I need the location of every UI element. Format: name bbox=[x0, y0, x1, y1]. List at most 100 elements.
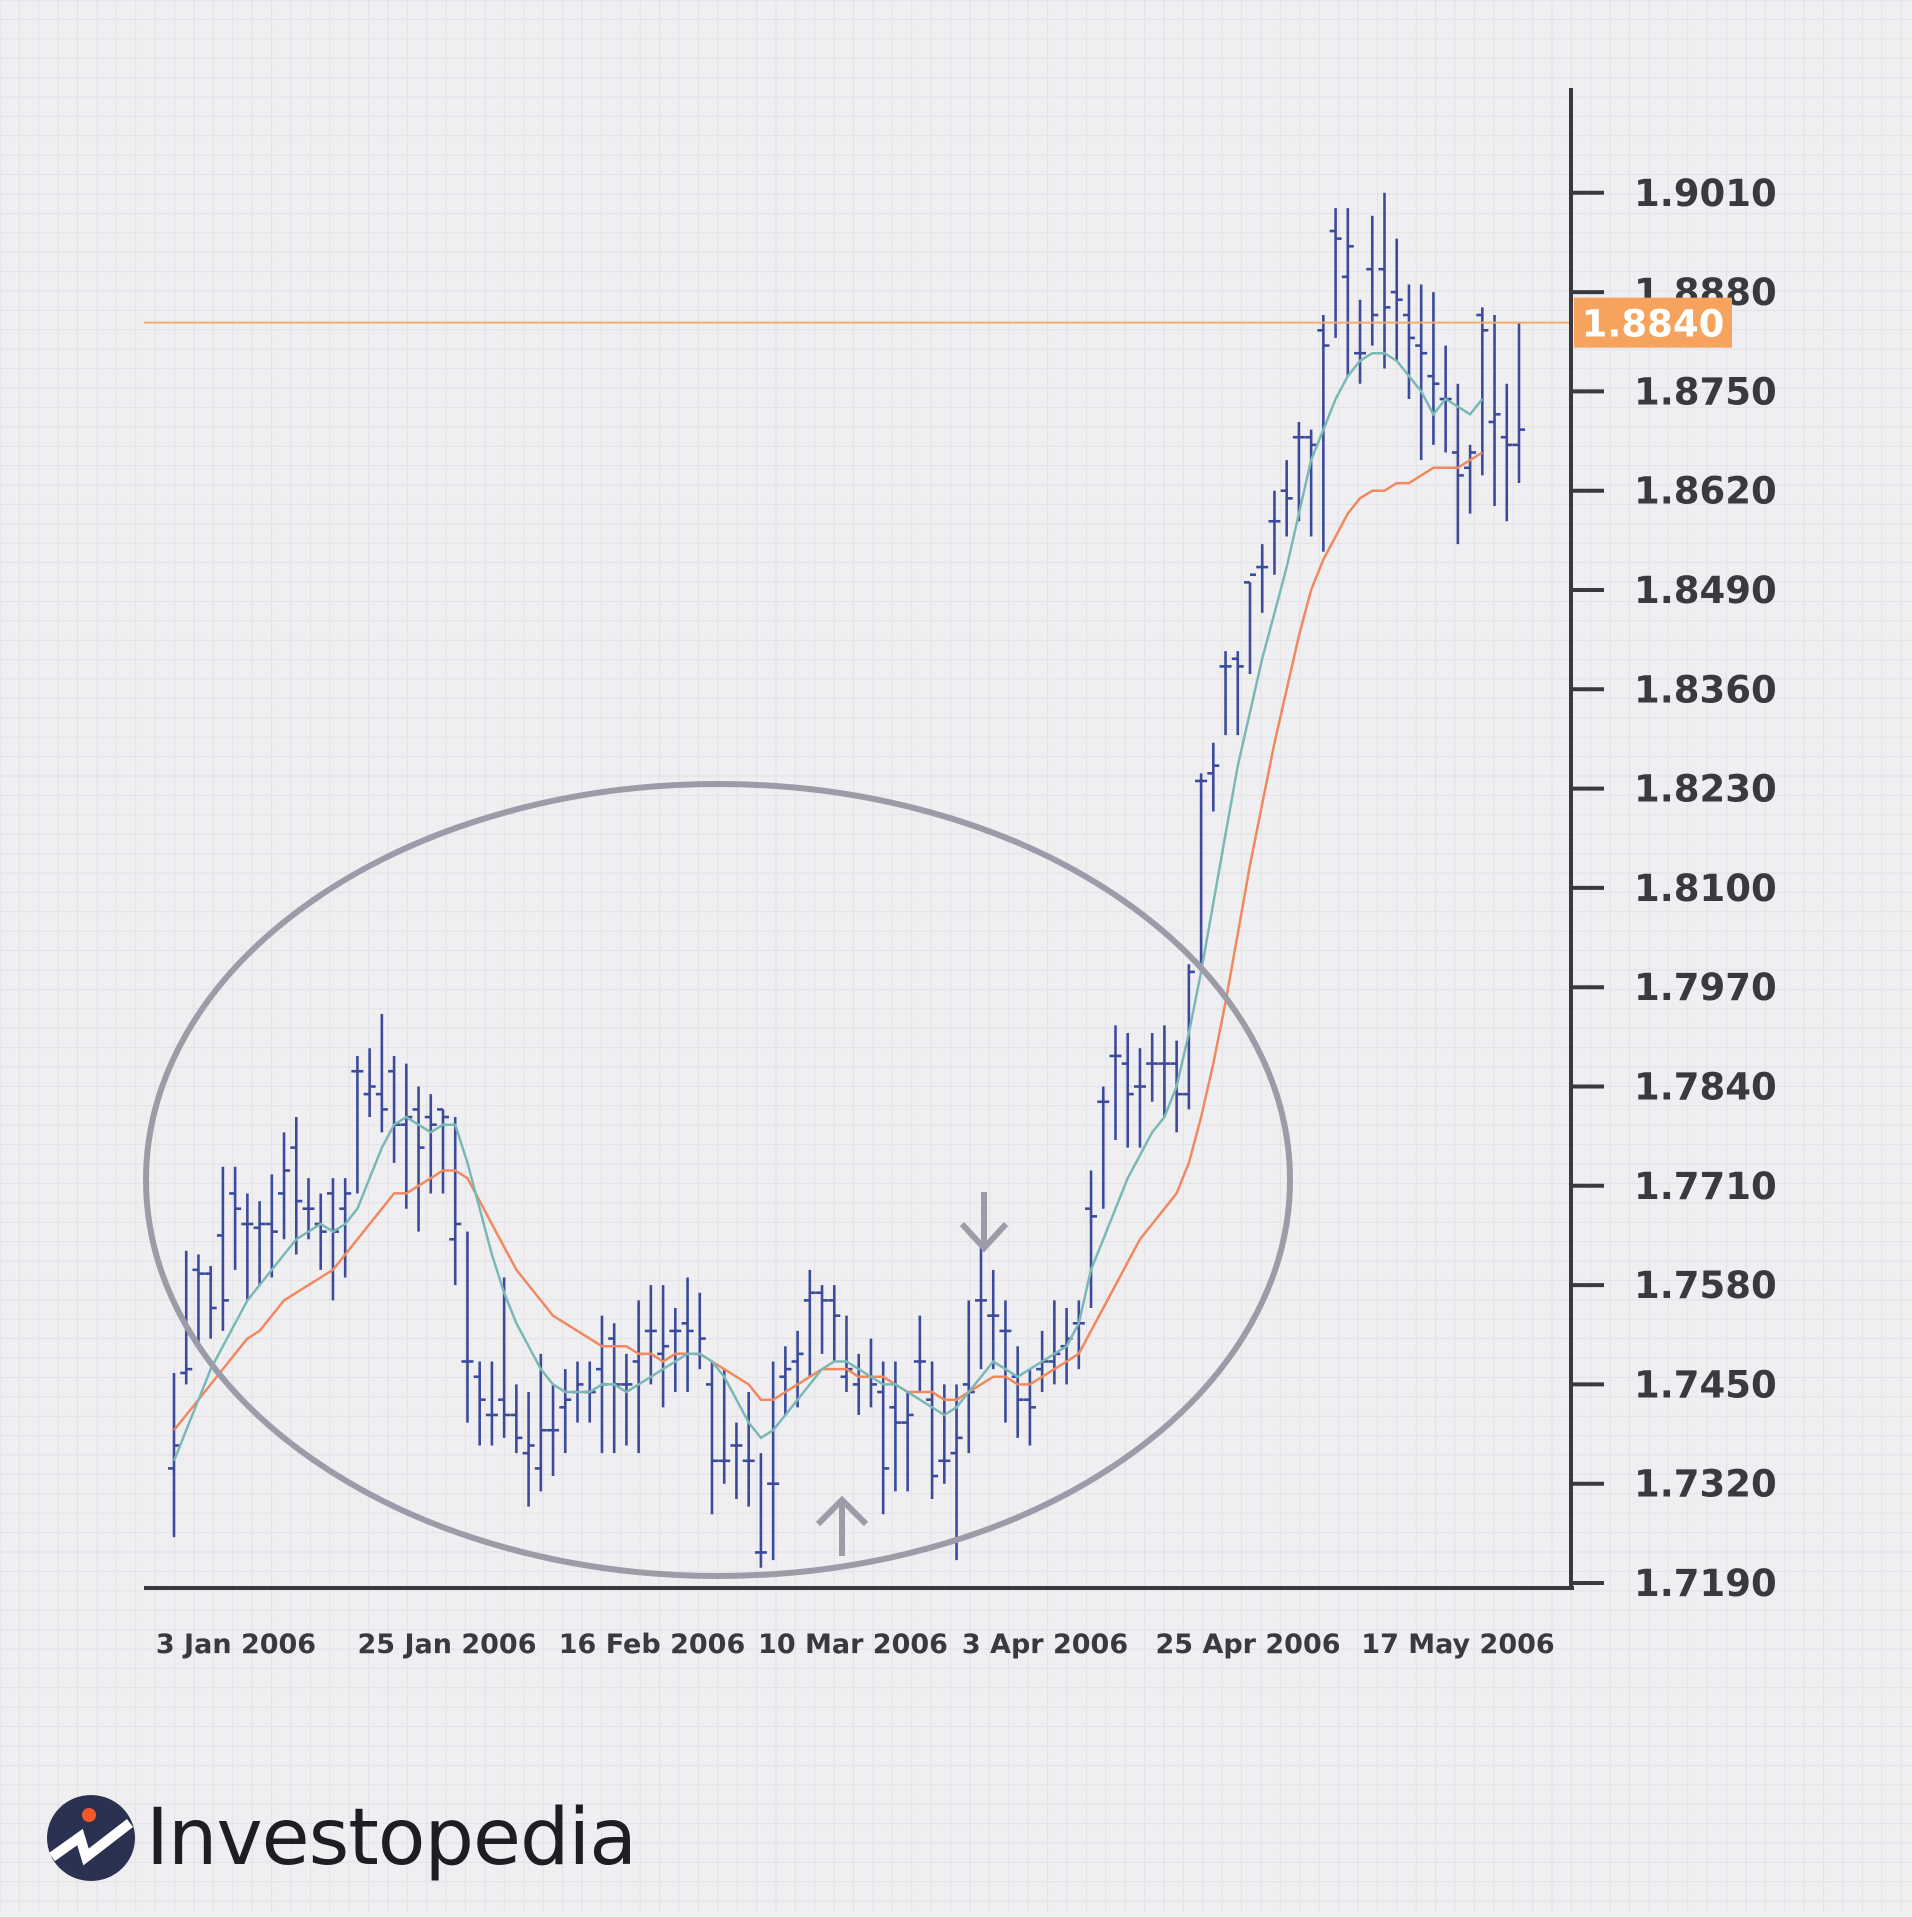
ohlc-bar bbox=[559, 1369, 572, 1454]
ohlc-bar bbox=[547, 1384, 560, 1477]
x-tick-label: 16 Feb 2006 bbox=[559, 1629, 746, 1660]
y-tick-label: 1.7970 bbox=[1634, 966, 1777, 1009]
ohlc-bar bbox=[1513, 322, 1525, 484]
ohlc-bar bbox=[1121, 1033, 1134, 1148]
consolidation-ellipse bbox=[143, 781, 1293, 1579]
ohlc-bar bbox=[204, 1266, 217, 1339]
ohlc-bar bbox=[1317, 315, 1330, 552]
ohlc-bar bbox=[742, 1392, 755, 1507]
ohlc-bar bbox=[852, 1353, 865, 1415]
ohlc-bar bbox=[1366, 215, 1379, 346]
ohlc-bar bbox=[534, 1353, 547, 1492]
ohlc-bar bbox=[1219, 651, 1232, 736]
ohlc-bar bbox=[1488, 315, 1501, 506]
ohlc-bar bbox=[754, 1453, 767, 1568]
ohlc-bar bbox=[437, 1108, 449, 1194]
ohlc-bar bbox=[339, 1178, 352, 1278]
investopedia-logo-icon bbox=[47, 1795, 135, 1881]
ohlc-bar bbox=[1427, 292, 1440, 445]
ohlc-bar bbox=[510, 1384, 523, 1454]
ohlc-bar bbox=[400, 1063, 413, 1209]
ohlc-bar bbox=[803, 1269, 816, 1377]
ohlc-bar bbox=[1476, 307, 1489, 476]
ohlc-bar bbox=[326, 1178, 339, 1301]
ohlc-bar bbox=[1085, 1170, 1098, 1309]
y-tick-label: 1.8490 bbox=[1634, 569, 1777, 612]
current-price-label: 1.8840 bbox=[1582, 303, 1725, 346]
ohlc-bar bbox=[877, 1361, 890, 1515]
ohlc-bar bbox=[375, 1013, 388, 1133]
ohlc-bars bbox=[168, 192, 1525, 1568]
ohlc-bar bbox=[351, 1055, 364, 1194]
ohlc-bar bbox=[363, 1048, 376, 1118]
y-tick-label: 1.7190 bbox=[1634, 1562, 1777, 1605]
ohlc-bar bbox=[253, 1201, 266, 1286]
ohlc-bar bbox=[180, 1250, 193, 1385]
ohlc-bar bbox=[241, 1193, 254, 1301]
y-tick-label: 1.7710 bbox=[1634, 1165, 1777, 1208]
y-tick-label: 1.7320 bbox=[1634, 1463, 1777, 1506]
ohlc-bar bbox=[1072, 1300, 1085, 1370]
ohlc-bar bbox=[1158, 1025, 1171, 1118]
ohlc-bar bbox=[975, 1246, 987, 1370]
ohlc-bar bbox=[1378, 192, 1391, 369]
ohlc-bar bbox=[1109, 1025, 1122, 1140]
slow-moving-average-line bbox=[173, 451, 1483, 1431]
ohlc-bar bbox=[1244, 573, 1256, 675]
y-tick-label: 1.7580 bbox=[1634, 1264, 1777, 1307]
ohlc-bar bbox=[290, 1117, 303, 1255]
y-tick-label: 1.7840 bbox=[1634, 1066, 1777, 1109]
y-tick-label: 1.9010 bbox=[1634, 172, 1777, 215]
ohlc-bar bbox=[987, 1269, 1000, 1370]
ohlc-bar bbox=[999, 1300, 1012, 1423]
ohlc-bar bbox=[1341, 208, 1354, 377]
y-axis-ticks: 1.90101.88801.87501.86201.84901.83601.82… bbox=[1571, 172, 1777, 1605]
ohlc-bar bbox=[620, 1353, 633, 1446]
ohlc-bar bbox=[730, 1422, 743, 1499]
ohlc-bar bbox=[1268, 490, 1281, 575]
brand-name: Investopedia bbox=[146, 1793, 637, 1883]
ohlc-bar bbox=[681, 1277, 694, 1393]
ohlc-bar bbox=[1464, 444, 1477, 514]
ohlc-bar bbox=[1011, 1346, 1024, 1438]
ohlc-bar bbox=[1402, 284, 1415, 400]
ohlc-bar bbox=[265, 1174, 278, 1278]
x-tick-label: 3 Jan 2006 bbox=[156, 1629, 316, 1660]
ohlc-bar bbox=[767, 1361, 780, 1561]
y-tick-label: 1.8360 bbox=[1634, 668, 1777, 711]
ohlc-bar bbox=[816, 1285, 829, 1354]
y-tick-label: 1.8100 bbox=[1634, 867, 1777, 910]
ohlc-bar bbox=[498, 1277, 511, 1438]
x-tick-label: 3 Apr 2006 bbox=[962, 1629, 1128, 1660]
x-axis-ticks: 3 Jan 2006 25 Jan 2006 16 Feb 2006 10 Mar 2… bbox=[156, 1629, 1555, 1660]
x-tick-label: 17 May 2006 bbox=[1361, 1629, 1554, 1660]
ohlc-bar bbox=[1097, 1086, 1110, 1209]
ohlc-bar bbox=[718, 1369, 731, 1484]
arrow-up-icon bbox=[815, 1495, 869, 1556]
ohlc-bar bbox=[1256, 544, 1269, 613]
ohlc-bar bbox=[388, 1055, 401, 1163]
ohlc-bar bbox=[1500, 383, 1513, 522]
ohlc-bar bbox=[522, 1392, 535, 1507]
ohlc-bar bbox=[449, 1117, 462, 1286]
ohlc-bar bbox=[632, 1300, 645, 1454]
ohlc-bar bbox=[1329, 208, 1342, 338]
arrow-down-icon bbox=[959, 1192, 1009, 1253]
ohlc-bar bbox=[473, 1361, 486, 1446]
ohlc-bar bbox=[1133, 1048, 1146, 1148]
ohlc-bar bbox=[1231, 651, 1244, 736]
ohlc-bar bbox=[644, 1285, 657, 1385]
ohlc-bar bbox=[1023, 1369, 1036, 1446]
y-tick-label: 1.8750 bbox=[1634, 370, 1777, 413]
ohlc-bar bbox=[950, 1384, 963, 1561]
investopedia-logo: Investopedia bbox=[46, 1790, 637, 1886]
ohlc-bar bbox=[840, 1315, 853, 1393]
ohlc-bar bbox=[1280, 460, 1293, 537]
ohlc-bar bbox=[216, 1166, 229, 1331]
ohlc-bar bbox=[302, 1178, 315, 1240]
ohlc-bar bbox=[913, 1315, 926, 1393]
fast-moving-average-line bbox=[172, 351, 1484, 1462]
ohlc-bar bbox=[828, 1285, 841, 1362]
ohlc-bar bbox=[412, 1086, 425, 1232]
ohlc-bar bbox=[461, 1231, 474, 1423]
